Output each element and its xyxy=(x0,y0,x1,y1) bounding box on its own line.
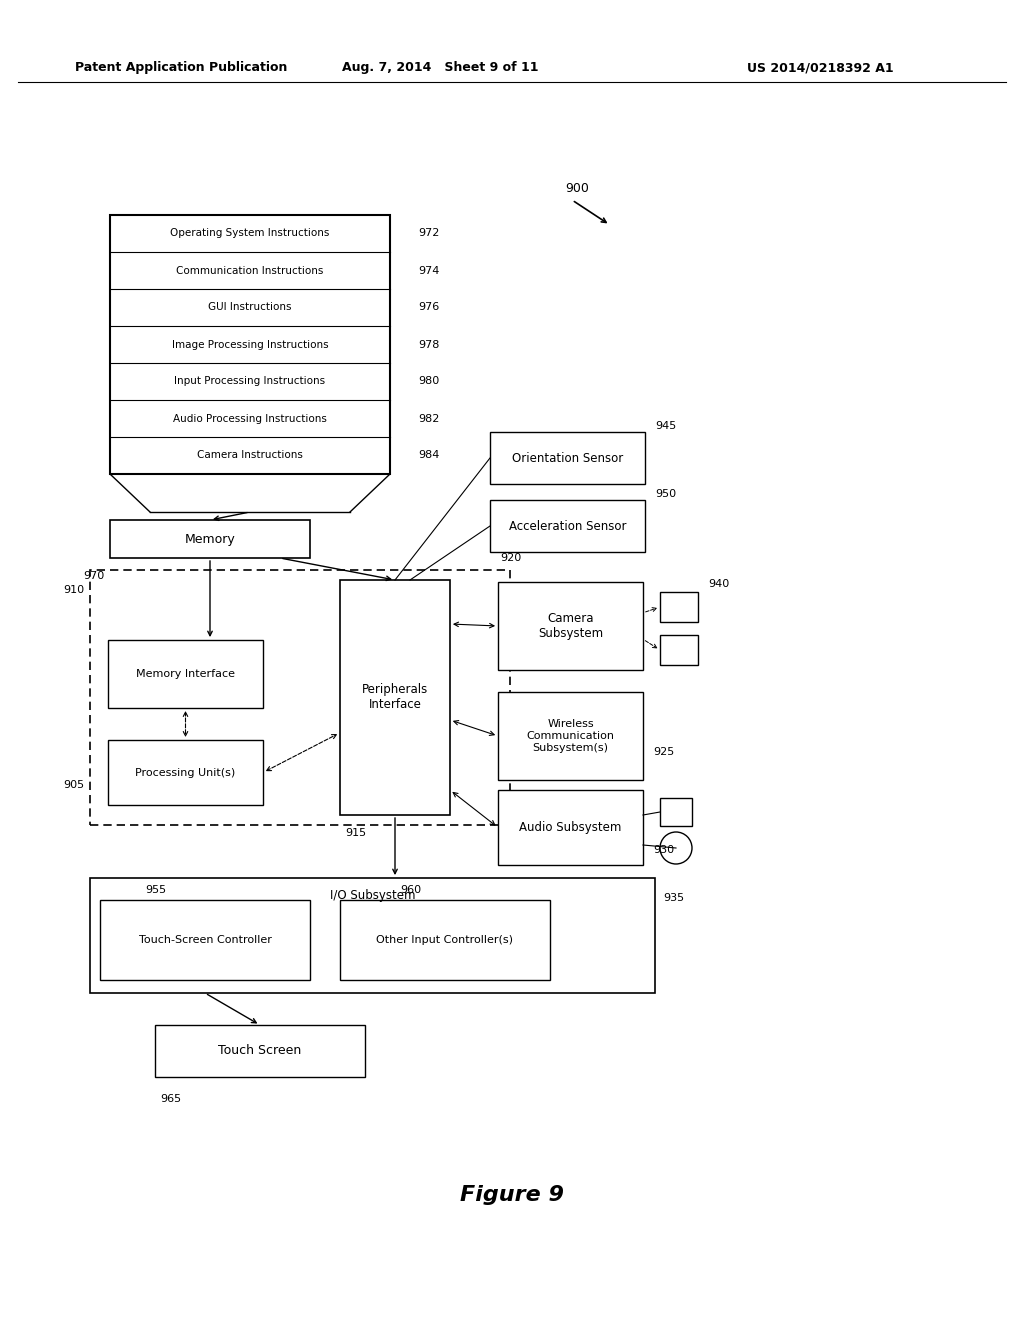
Bar xyxy=(660,635,698,665)
Text: Touch-Screen Controller: Touch-Screen Controller xyxy=(138,935,271,945)
Bar xyxy=(498,692,643,780)
Text: 950: 950 xyxy=(655,488,676,499)
Text: 970: 970 xyxy=(84,572,105,581)
Text: 930: 930 xyxy=(653,845,674,855)
Bar xyxy=(90,878,655,993)
Bar xyxy=(498,789,643,865)
Text: Input Processing Instructions: Input Processing Instructions xyxy=(174,376,326,387)
Text: Operating System Instructions: Operating System Instructions xyxy=(170,228,330,239)
Bar xyxy=(90,570,510,825)
Text: 910: 910 xyxy=(62,585,84,595)
Text: 945: 945 xyxy=(655,421,676,432)
Text: 974: 974 xyxy=(418,265,439,276)
Text: 925: 925 xyxy=(653,747,674,756)
Text: 972: 972 xyxy=(418,228,439,239)
Text: 976: 976 xyxy=(418,302,439,313)
Text: 905: 905 xyxy=(62,780,84,789)
Text: Other Input Controller(s): Other Input Controller(s) xyxy=(377,935,513,945)
Text: Image Processing Instructions: Image Processing Instructions xyxy=(172,339,329,350)
Bar xyxy=(155,1026,365,1077)
Bar xyxy=(110,215,390,474)
Text: Audio Subsystem: Audio Subsystem xyxy=(519,821,622,834)
Text: 960: 960 xyxy=(400,884,421,895)
Bar xyxy=(108,741,263,805)
Bar xyxy=(490,500,645,552)
Text: 920: 920 xyxy=(500,553,521,564)
Text: 978: 978 xyxy=(418,339,439,350)
Text: Acceleration Sensor: Acceleration Sensor xyxy=(509,520,627,532)
Bar xyxy=(660,591,698,622)
Text: Orientation Sensor: Orientation Sensor xyxy=(512,451,624,465)
Bar xyxy=(100,900,310,979)
Text: I/O Subsystem: I/O Subsystem xyxy=(330,890,416,903)
Bar xyxy=(660,799,692,826)
Text: 984: 984 xyxy=(418,450,439,461)
Bar xyxy=(340,579,450,814)
Text: Aug. 7, 2014   Sheet 9 of 11: Aug. 7, 2014 Sheet 9 of 11 xyxy=(342,62,539,74)
Text: Processing Unit(s): Processing Unit(s) xyxy=(135,767,236,777)
Bar xyxy=(490,432,645,484)
Text: Figure 9: Figure 9 xyxy=(460,1185,564,1205)
Bar xyxy=(498,582,643,671)
Text: 915: 915 xyxy=(345,828,367,838)
Text: Touch Screen: Touch Screen xyxy=(218,1044,302,1057)
Text: 940: 940 xyxy=(708,579,729,589)
Text: Communication Instructions: Communication Instructions xyxy=(176,265,324,276)
Text: Memory Interface: Memory Interface xyxy=(136,669,234,678)
Text: Patent Application Publication: Patent Application Publication xyxy=(75,62,288,74)
Bar xyxy=(108,640,263,708)
Text: Wireless
Communication
Subsystem(s): Wireless Communication Subsystem(s) xyxy=(526,719,614,752)
Circle shape xyxy=(660,832,692,865)
Text: Camera
Subsystem: Camera Subsystem xyxy=(538,612,603,640)
Text: Camera Instructions: Camera Instructions xyxy=(197,450,303,461)
Text: 900: 900 xyxy=(565,181,589,194)
Text: 965: 965 xyxy=(160,1094,181,1104)
Text: 982: 982 xyxy=(418,413,439,424)
Text: 935: 935 xyxy=(663,894,684,903)
Bar xyxy=(110,520,310,558)
Text: Memory: Memory xyxy=(184,532,236,545)
Text: GUI Instructions: GUI Instructions xyxy=(208,302,292,313)
Text: 955: 955 xyxy=(145,884,166,895)
Text: 980: 980 xyxy=(418,376,439,387)
Text: Peripherals
Interface: Peripherals Interface xyxy=(361,684,428,711)
Bar xyxy=(340,900,550,979)
Text: Audio Processing Instructions: Audio Processing Instructions xyxy=(173,413,327,424)
Text: US 2014/0218392 A1: US 2014/0218392 A1 xyxy=(746,62,893,74)
